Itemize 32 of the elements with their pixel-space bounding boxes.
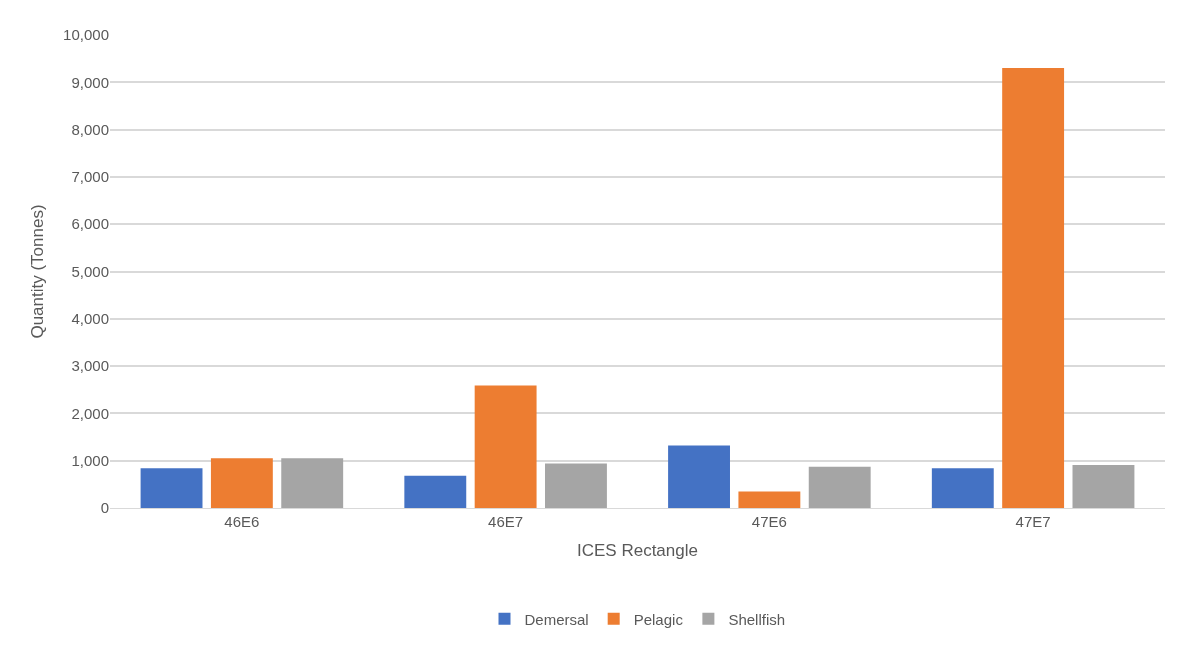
x-axis-title: ICES Rectangle <box>577 541 698 561</box>
legend-label: Pelagic <box>633 610 684 628</box>
bar <box>738 491 801 508</box>
bar <box>808 466 871 508</box>
legend-label: Demersal <box>524 610 589 628</box>
y-tick-label: 9,000 <box>71 73 109 91</box>
y-tick-label: 8,000 <box>71 120 109 138</box>
y-tick-label: 6,000 <box>71 215 109 233</box>
bar <box>1072 464 1135 508</box>
bar <box>210 458 273 508</box>
bar <box>931 468 994 508</box>
y-tick-label: 0 <box>100 499 109 517</box>
y-tick-label: 4,000 <box>71 310 109 328</box>
bar <box>545 463 607 508</box>
x-tick-label: 46E6 <box>224 513 260 530</box>
y-tick-label: 5,000 <box>71 262 109 280</box>
legend-label: Shellfish <box>728 610 786 628</box>
y-tick-label: 3,000 <box>71 357 109 375</box>
y-axis-title: Quantity (Tonnes) <box>27 204 47 339</box>
bar <box>140 468 203 508</box>
y-tick-label: 1,000 <box>71 451 109 469</box>
x-tick-label: 46E7 <box>488 513 524 530</box>
x-tick-label: 47E6 <box>751 513 787 530</box>
bar <box>474 385 537 508</box>
bar <box>1002 68 1065 508</box>
x-tick-label: 47E7 <box>1015 513 1051 530</box>
bar <box>404 475 467 508</box>
y-tick-label: 10,000 <box>63 26 109 44</box>
bar <box>668 445 730 508</box>
y-tick-label: 7,000 <box>71 168 109 186</box>
y-tick-label: 2,000 <box>71 404 109 422</box>
bar <box>281 458 344 508</box>
